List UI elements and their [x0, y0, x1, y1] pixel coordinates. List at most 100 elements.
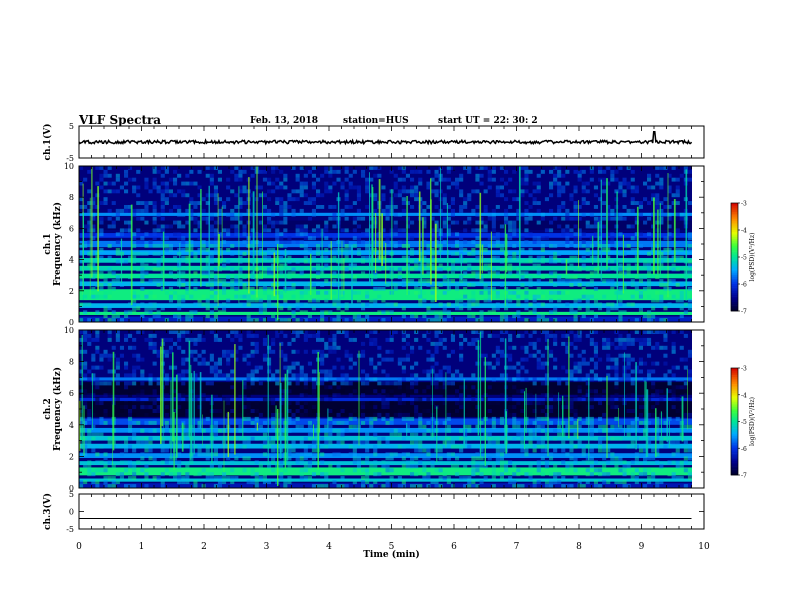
ch1-cell-352: [181, 212, 186, 217]
ch2-cell-520: [226, 361, 231, 366]
ch2-cell-528: [226, 456, 231, 461]
ch1-cell-291: [164, 169, 169, 174]
ch1-cell-360: [181, 283, 186, 287]
ch1-cell-1509: [504, 306, 509, 311]
ch2-cell-1462: [495, 357, 500, 362]
ch2-cell-1814: [589, 420, 594, 425]
ch2-cell-1212: [418, 345, 423, 350]
ch2-cell-735: [287, 464, 292, 469]
ch1-cell-473: [213, 232, 218, 237]
ch2-cell-1906: [614, 401, 619, 406]
ch1-cell-858: [316, 263, 321, 268]
ch1-cell-2073: [667, 286, 672, 291]
ch2-cell-1907: [614, 405, 619, 410]
ch1-cell-1629: [540, 216, 545, 221]
ch2-cell-772: [299, 424, 304, 429]
ch1-cell-2052: [663, 205, 668, 209]
ch1-cell-914: [332, 298, 337, 303]
ch2-cell-1301: [442, 365, 447, 370]
ch1-cell-1053: [377, 173, 382, 178]
ch1-cell-628: [258, 185, 263, 190]
ch1-cell-735: [283, 228, 288, 233]
ch2-cell-1556: [520, 436, 525, 441]
ch1-cell-84: [103, 279, 108, 283]
ch1-cell-1355: [463, 205, 468, 209]
ch2-cell-1577: [528, 353, 533, 358]
ch2-cell-2135: [679, 385, 684, 390]
ch1-cell-133: [119, 185, 124, 190]
ch2-cell-861: [320, 401, 325, 406]
ch1-cell-633: [258, 271, 263, 276]
ch2-cell-88: [99, 357, 104, 362]
ch1-cell-224: [148, 201, 153, 205]
ch1-cell-1563: [524, 166, 529, 170]
ch1-cell-1395: [475, 177, 480, 182]
ch1-cell-207: [140, 314, 145, 319]
ch2-cell-1946: [622, 484, 627, 489]
ch1-cell-809: [303, 236, 308, 241]
ch2-cell-774: [299, 452, 304, 457]
ch1-cell-1078: [385, 240, 390, 244]
ch1-cell-1599: [532, 197, 537, 202]
ch1-cell-300: [164, 247, 169, 252]
ch1-cell-11: [79, 318, 84, 322]
ch1-cell-673: [271, 166, 276, 170]
ch2-cell-1844: [598, 401, 603, 406]
ch1-cell-652: [262, 290, 267, 295]
ch1-cell-901: [332, 169, 337, 174]
ch2-cell-792: [303, 412, 308, 417]
ch2-cell-781: [303, 333, 308, 338]
ch2-cell-2090: [667, 369, 672, 374]
ch2-cell-45: [87, 428, 92, 433]
ch1-cell-1025: [369, 177, 374, 182]
ch1-cell-1926: [626, 185, 631, 190]
ch2-cell-1839: [593, 484, 598, 489]
ch2-cell-265: [148, 456, 153, 461]
ch2-cell-1346: [455, 444, 460, 449]
ch1-cell-1752: [577, 205, 582, 209]
ch2-cell-889: [328, 373, 333, 378]
ch1-cell-978: [352, 275, 357, 280]
ch1-cell-385: [189, 247, 194, 252]
ch2-cell-1964: [630, 337, 635, 342]
ch2-cell-488: [213, 432, 218, 437]
ch1-cell-2075: [667, 302, 672, 307]
ch2-cell-1398: [471, 472, 476, 477]
ch1-cell-640: [262, 177, 267, 182]
ch1-cell-423: [201, 294, 206, 299]
ch2-cell-240: [144, 405, 149, 410]
ch1-cell-1295: [446, 240, 451, 244]
ch2-cell-1602: [532, 448, 537, 453]
ch2-cell-489: [213, 448, 218, 453]
ch1-cell-1548: [516, 302, 521, 307]
ch1-cell-575: [242, 275, 247, 280]
ch1-cell-1134: [401, 267, 406, 272]
ch2-cell-217: [136, 365, 141, 370]
ch1-cell-2034: [659, 181, 664, 186]
ch2-cell-1994: [634, 480, 639, 485]
ch1-cell-716: [279, 236, 284, 241]
ch2-cell-342: [173, 409, 178, 413]
ch2-cell-789: [303, 401, 308, 406]
ch2-cell-1990: [634, 456, 639, 461]
ch1-cell-1684: [557, 224, 562, 229]
ch2-cell-82: [95, 452, 100, 457]
ch1-cell-286: [160, 271, 165, 276]
ch1-cell-85: [103, 290, 108, 295]
ch2-cell-428: [197, 353, 202, 358]
ch1-cell-1392: [471, 314, 476, 319]
ch2-cell-1468: [495, 444, 500, 449]
ch1-cell-397: [193, 251, 198, 256]
ch1-cell-67: [99, 232, 104, 237]
ch1-cell-859: [316, 271, 321, 276]
ch1-cell-1678: [557, 181, 562, 186]
ch2-cell-738: [291, 330, 296, 334]
ch1-cell-651: [262, 286, 267, 291]
ch2-cell-78: [95, 385, 100, 390]
ch2-cell-1345: [455, 412, 460, 417]
ch1-cell-1112: [397, 166, 402, 170]
ch2-cell-414: [193, 349, 198, 354]
ch1-cell-1290: [446, 205, 451, 209]
ch1-cell-139: [119, 283, 124, 287]
ch1-cell-697: [275, 236, 280, 241]
